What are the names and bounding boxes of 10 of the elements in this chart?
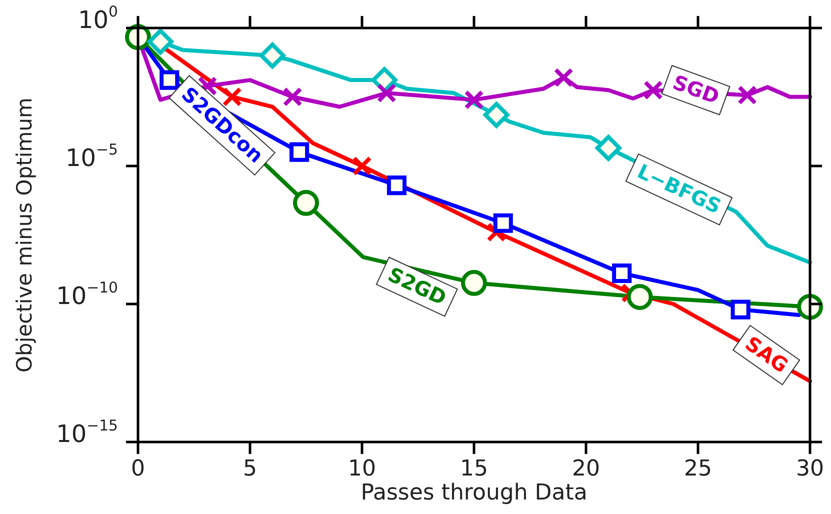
x-axis-title: Passes through Data — [360, 480, 588, 506]
text: SGD — [670, 70, 722, 109]
x-tick-label: 5 — [243, 456, 257, 482]
x-tick-label: 10 — [348, 456, 376, 482]
x-tick-label: 30 — [796, 456, 824, 482]
x-tick-label: 15 — [460, 456, 488, 482]
x-tick-label: 20 — [572, 456, 600, 482]
x-tick-label: 25 — [684, 456, 712, 482]
x-tick-label: 0 — [131, 456, 145, 482]
y-axis-title: Objective minus Optimum — [12, 98, 36, 372]
